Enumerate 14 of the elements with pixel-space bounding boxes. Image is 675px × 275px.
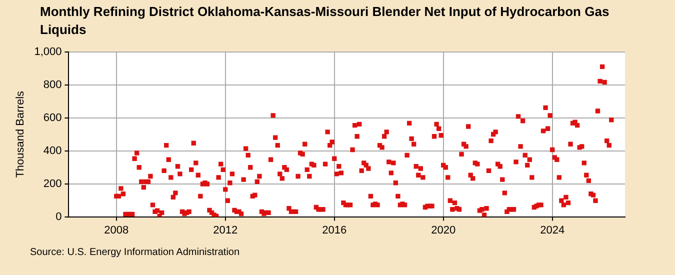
y-tick-label: 200 — [43, 178, 62, 190]
y-tick-label: 1,000 — [34, 46, 62, 58]
chart-title: Monthly Refining District Oklahoma-Kansas-Missouri Blender Net Input of Hydrocarbon Gas Liquids — [40, 3, 610, 39]
y-tick-label: 0 — [56, 210, 62, 223]
y-tick-label: 800 — [43, 78, 62, 91]
source-note: Source: U.S. Energy Information Administration — [30, 247, 240, 258]
y-axis-title: Thousand Barrels — [14, 90, 27, 178]
x-tick-label: 2008 — [104, 224, 129, 236]
x-tick-label: 2016 — [322, 224, 347, 236]
y-tick-label: 600 — [43, 112, 62, 124]
x-tick-label: 2020 — [431, 224, 456, 236]
x-tick-label: 2024 — [540, 224, 565, 236]
y-tick-label: 400 — [43, 144, 62, 157]
x-tick-label: 2012 — [213, 224, 238, 236]
